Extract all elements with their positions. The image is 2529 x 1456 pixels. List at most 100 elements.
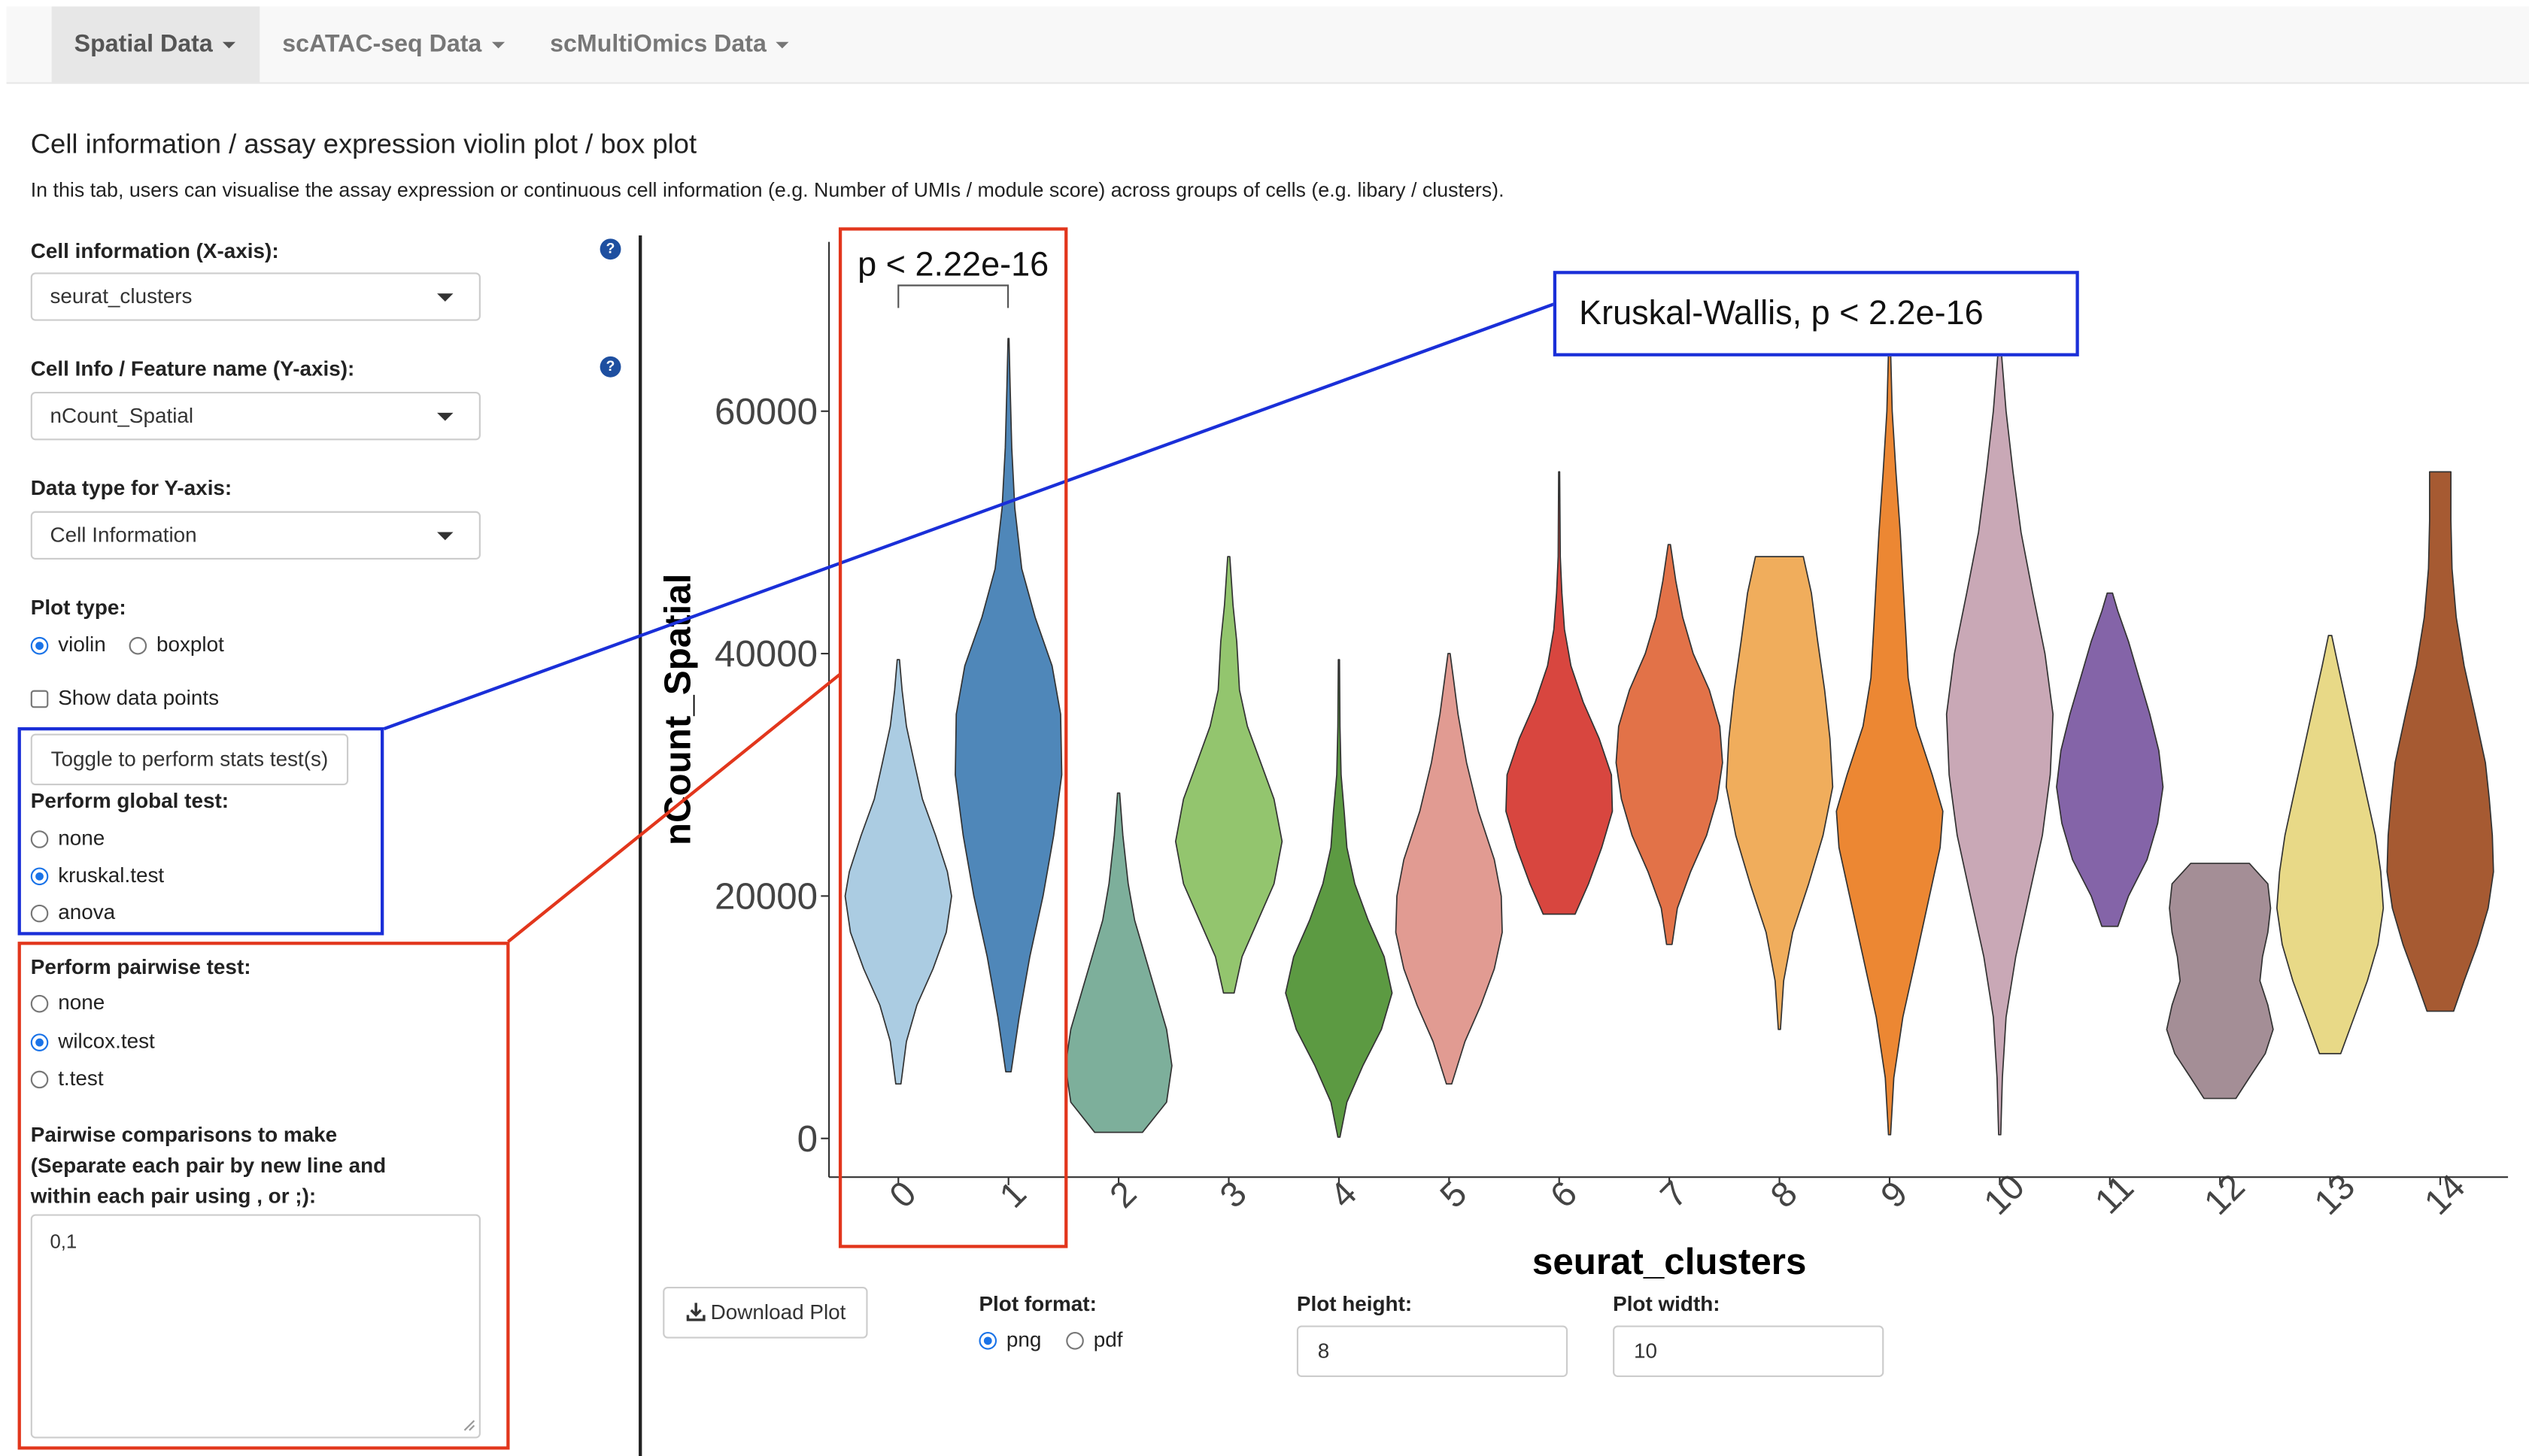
panel-divider (639, 235, 642, 1456)
x-axis-title: seurat_clusters (1532, 1241, 1806, 1282)
kruskal-wallis-callout: Kruskal-Wallis, p < 2.2e-16 (1553, 271, 2079, 356)
radio-button[interactable] (979, 1332, 997, 1350)
comparisons-label-line: (Separate each pair by new line and (30, 1153, 387, 1178)
radio-button[interactable] (30, 867, 49, 886)
violins (844, 326, 2494, 1138)
violin-cluster-4 (1285, 659, 1393, 1138)
global-test-kruskal-option[interactable]: kruskal.test (30, 863, 164, 888)
pairwise-test-ttest-option[interactable]: t.test (30, 1066, 104, 1091)
plot-format-pdf-option[interactable]: pdf (1066, 1327, 1122, 1353)
violin-cluster-8 (1725, 556, 1834, 1030)
plot-width-input[interactable]: 10 (1613, 1325, 1884, 1378)
plot-width-label: Plot width: (1613, 1291, 1720, 1316)
radio-button[interactable] (30, 1033, 49, 1051)
dropdown-arrow-icon (437, 532, 454, 541)
data-type-select-value: Cell Information (50, 522, 197, 547)
violin-cluster-7 (1615, 544, 1723, 945)
download-plot-button[interactable]: Download Plot (663, 1286, 868, 1339)
x-axis-label: Cell information (X-axis): (30, 238, 279, 263)
radio-button[interactable] (30, 994, 49, 1013)
nav-tab-label: scMultiOmics Data (550, 30, 767, 59)
y-tick-label: 60000 (715, 391, 818, 432)
option-label: pdf (1093, 1327, 1123, 1351)
radio-button[interactable] (129, 636, 147, 655)
nav-tab-scatac-seq-data[interactable]: scATAC-seq Data (260, 7, 527, 83)
option-label: none (58, 990, 105, 1015)
radio-button[interactable] (30, 1070, 49, 1089)
plot-type-label: Plot type: (30, 595, 126, 620)
caret-down-icon (491, 41, 505, 49)
comparisons-label-line: Pairwise comparisons to make (30, 1122, 338, 1147)
plot-format-label: Plot format: (979, 1291, 1097, 1316)
radio-button[interactable] (30, 636, 49, 655)
option-label: png (1006, 1327, 1042, 1351)
blue-connector-line (383, 302, 1557, 731)
y-axis-select-value: nCount_Spatial (50, 403, 194, 428)
violin-cluster-0 (844, 659, 952, 1085)
comparisons-textarea[interactable]: 0,1 (30, 1214, 481, 1439)
toggle-stats-button[interactable]: Toggle to perform stats test(s) (30, 733, 349, 786)
option-label: none (58, 825, 105, 850)
pairwise-comparison-highlight-box (838, 227, 1068, 1248)
nav-tab-label: Spatial Data (74, 30, 213, 59)
download-icon (685, 1303, 705, 1321)
caret-down-icon (776, 41, 789, 49)
checkbox[interactable] (30, 690, 49, 708)
option-label: anova (58, 899, 116, 924)
nav-tab-label: scATAC-seq Data (282, 30, 482, 59)
violin-cluster-6 (1505, 471, 1614, 915)
page-description: In this tab, users can visualise the ass… (30, 178, 1504, 202)
checkbox-label: Show data points (58, 685, 220, 710)
y-axis-select[interactable]: nCount_Spatial (30, 392, 481, 441)
violin-cluster-12 (2166, 863, 2274, 1100)
show-data-points-option[interactable]: Show data points (30, 685, 220, 711)
resize-handle-icon[interactable] (463, 1419, 475, 1432)
nav-tab-spatial-data[interactable]: Spatial Data (51, 6, 260, 83)
top-navbar: Spatial Data scATAC-seq Data scMultiOmic… (6, 6, 2529, 84)
y-tick-label: 40000 (715, 633, 818, 675)
y-axis-label: Cell Info / Feature name (Y-axis): (30, 356, 355, 381)
violin-cluster-1 (955, 338, 1063, 1073)
y-tick-label: 0 (797, 1118, 818, 1160)
option-label: violin (58, 632, 106, 657)
violin-cluster-11 (2056, 592, 2164, 927)
plot-format-png-option[interactable]: png (979, 1327, 1041, 1353)
caret-down-icon (222, 41, 235, 49)
question-circle-icon[interactable]: ? (600, 356, 621, 378)
global-test-label: Perform global test: (30, 788, 229, 813)
red-connector-line (507, 672, 842, 943)
download-plot-label: Download Plot (710, 1300, 846, 1324)
violin-cluster-14 (2386, 471, 2494, 1012)
data-type-select[interactable]: Cell Information (30, 511, 481, 560)
x-axis-select-value: seurat_clusters (50, 284, 193, 308)
pairwise-test-wilcox-option[interactable]: wilcox.test (30, 1028, 155, 1054)
global-test-none-option[interactable]: none (30, 825, 105, 851)
option-label: wilcox.test (58, 1028, 155, 1054)
x-axis-select[interactable]: seurat_clusters (30, 272, 481, 321)
comparisons-label-line: within each pair using , or ;): (30, 1183, 317, 1208)
pairwise-test-none-option[interactable]: none (30, 990, 105, 1015)
pairwise-p-value-label: p < 2.22e-16 (858, 245, 1049, 284)
comparisons-label: Pairwise comparisons to make (Separate e… (31, 1119, 386, 1211)
violin-cluster-13 (2275, 635, 2385, 1054)
option-label: boxplot (156, 632, 224, 657)
data-type-label: Data type for Y-axis: (30, 475, 232, 500)
radio-button[interactable] (30, 830, 49, 848)
pairwise-test-label: Perform pairwise test: (30, 954, 251, 979)
y-tick-label: 20000 (715, 876, 818, 918)
violin-cluster-5 (1395, 653, 1503, 1085)
plot-type-boxplot-option[interactable]: boxplot (129, 632, 224, 657)
comparison-bracket (897, 284, 1009, 308)
question-circle-icon[interactable]: ? (600, 238, 621, 260)
radio-button[interactable] (1066, 1332, 1084, 1350)
global-test-anova-option[interactable]: anova (30, 899, 116, 925)
dropdown-arrow-icon (437, 293, 454, 302)
plot-type-violin-option[interactable]: violin (30, 632, 106, 657)
page-title: Cell information / assay expression viol… (30, 129, 697, 160)
nav-tab-scmultiomics-data[interactable]: scMultiOmics Data (527, 7, 818, 83)
option-label: t.test (58, 1066, 104, 1090)
y-axis-title: nCount_Spatial (657, 574, 699, 846)
radio-button[interactable] (30, 904, 49, 923)
plot-height-input[interactable]: 8 (1296, 1325, 1568, 1378)
